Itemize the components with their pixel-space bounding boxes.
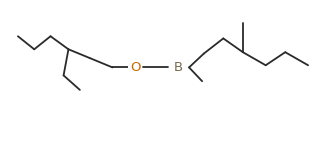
Text: O: O: [130, 61, 141, 74]
Text: B: B: [174, 61, 183, 74]
